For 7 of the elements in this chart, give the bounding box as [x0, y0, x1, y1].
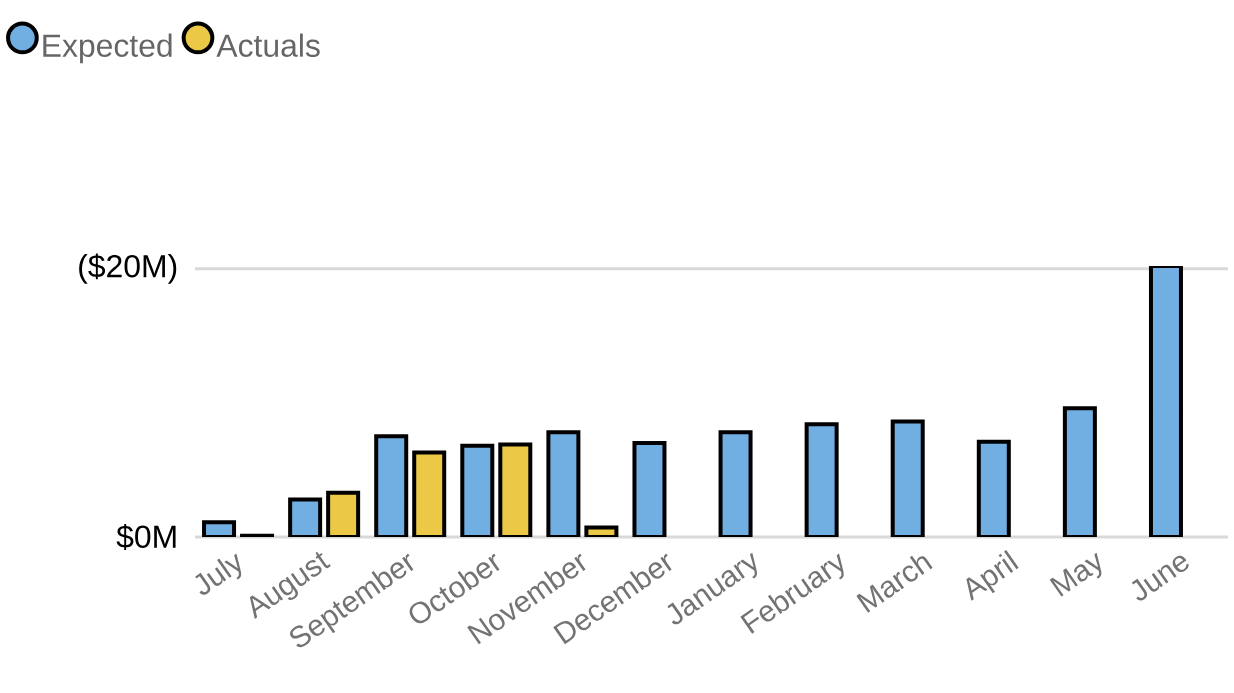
y-tick-label: $0M [116, 524, 176, 550]
x-tick-label: May [1049, 552, 1102, 597]
x-tick-label: July [195, 553, 242, 595]
legend-label: Actuals [216, 33, 320, 57]
x-tick-label: June [1131, 555, 1189, 601]
y-tick-label: ($20M) [79, 253, 177, 284]
legend-label: Expected [43, 33, 172, 64]
